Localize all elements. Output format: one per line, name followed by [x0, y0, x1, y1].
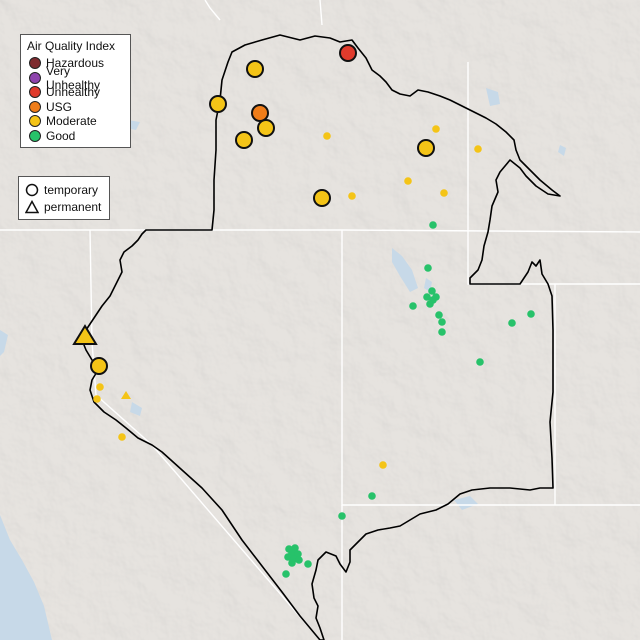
lake-east [558, 145, 566, 156]
legend-label: Good [46, 128, 76, 143]
lake-powell [454, 496, 478, 510]
monitor-type-legend: temporary permanent [18, 176, 110, 220]
great-salt-lake [392, 248, 418, 292]
legend-label-temporary: temporary [44, 182, 99, 197]
monitor-moderate [90, 357, 108, 375]
legend-item-very-unhealthy: Very Unhealthy [27, 64, 124, 92]
legend-item-usg: USG [27, 100, 124, 115]
legend-label: Hazardous [46, 56, 105, 71]
small-moderate-monitors [93, 125, 482, 469]
unhealthy-swatch-icon [29, 86, 41, 99]
usg-swatch-icon [29, 100, 41, 113]
legend-item-hazardous: Hazardous [27, 56, 124, 71]
circle-icon [25, 183, 39, 196]
ocean [0, 515, 52, 640]
legend-item-permanent: permanent [25, 198, 103, 215]
legend-label: Moderate [46, 114, 97, 129]
monitor-moderate [209, 95, 227, 113]
legend-title: Air Quality Index [27, 39, 116, 53]
lake-northeast [486, 88, 500, 106]
monitor-moderate [257, 119, 275, 137]
bay-water [0, 330, 8, 356]
legend-item-temporary: temporary [25, 181, 103, 198]
monitor-unhealthy [339, 44, 357, 62]
monitor-moderate [313, 189, 331, 207]
legend-item-good: Good [27, 129, 124, 144]
lake-tahoe [130, 402, 142, 416]
legend-label: Unhealthy [46, 85, 101, 100]
permanent-monitor-small [121, 391, 131, 399]
monitor-moderate [235, 131, 253, 149]
small-good-monitors [282, 221, 535, 578]
permanent-monitor-moderate [72, 324, 98, 345]
legend-label-permanent: permanent [44, 199, 102, 214]
moderate-swatch-icon [29, 115, 41, 128]
good-swatch-icon [29, 129, 41, 142]
aqi-legend: Air Quality Index Hazardous Very Unhealt… [20, 34, 131, 148]
legend-item-moderate: Moderate [27, 114, 124, 129]
legend-label: Very Unhealthy [46, 63, 101, 92]
triangle-icon [25, 199, 39, 213]
monitor-usg [251, 104, 269, 122]
temporary-monitors [90, 44, 435, 375]
monitor-moderate [246, 60, 264, 78]
very-unhealthy-swatch-icon [29, 71, 41, 84]
monitor-moderate [417, 139, 435, 157]
legend-label: USG [46, 99, 73, 114]
legend-item-unhealthy: Unhealthy [27, 85, 124, 100]
hazardous-swatch-icon [29, 57, 41, 70]
